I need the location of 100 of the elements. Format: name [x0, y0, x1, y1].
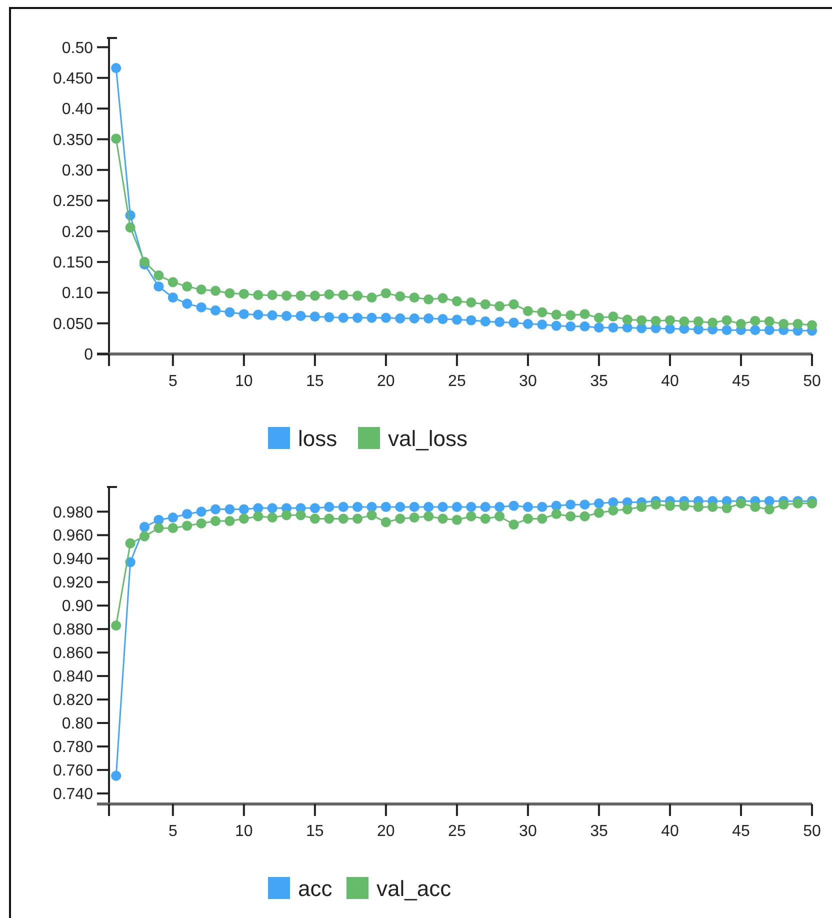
point — [580, 309, 590, 320]
point — [111, 620, 122, 631]
point — [508, 318, 519, 328]
x-tick-label: 45 — [732, 823, 750, 840]
y-tick-label: 0 — [84, 346, 94, 364]
point — [409, 502, 420, 512]
point — [551, 508, 562, 520]
point — [580, 321, 590, 332]
y-tick-label: 0.860 — [52, 645, 94, 662]
point — [566, 310, 576, 320]
x-tick-label: 35 — [590, 373, 608, 390]
point — [224, 307, 235, 318]
point — [608, 322, 618, 333]
point — [224, 516, 235, 526]
point — [125, 538, 136, 548]
point — [792, 318, 803, 329]
point — [409, 512, 420, 523]
point — [395, 502, 406, 512]
point — [424, 511, 434, 522]
point — [196, 302, 206, 312]
point — [424, 313, 434, 324]
point — [480, 316, 490, 327]
point — [522, 306, 534, 316]
point — [281, 510, 292, 520]
point — [366, 510, 377, 520]
point — [551, 310, 562, 320]
point — [210, 504, 221, 514]
point — [580, 500, 590, 510]
point — [424, 294, 434, 304]
point — [622, 314, 632, 325]
point — [111, 63, 122, 74]
point — [196, 284, 206, 295]
point — [324, 312, 334, 322]
point — [324, 502, 334, 512]
point — [708, 502, 718, 512]
point — [281, 310, 292, 321]
point — [537, 307, 548, 318]
point — [693, 316, 704, 327]
y-tick-label: 0.940 — [52, 551, 94, 568]
point — [494, 502, 505, 512]
point — [764, 504, 774, 514]
y-tick-label: 0.960 — [52, 528, 94, 545]
point — [238, 504, 249, 514]
point — [806, 320, 818, 330]
point — [324, 289, 334, 300]
x-tick-label: 25 — [448, 373, 466, 390]
point — [494, 301, 505, 312]
y-tick-label: 0.40 — [62, 101, 94, 118]
point — [480, 502, 490, 512]
point — [537, 502, 548, 512]
point — [722, 325, 732, 336]
x-tick-label: 20 — [377, 373, 395, 390]
y-tick-label: 0.050 — [52, 316, 94, 333]
point — [352, 312, 363, 323]
point — [566, 321, 576, 332]
point — [522, 502, 534, 512]
point — [111, 770, 122, 781]
point — [296, 510, 306, 520]
point — [310, 290, 320, 301]
point — [664, 324, 676, 334]
point — [480, 299, 490, 310]
point — [139, 531, 150, 542]
point — [480, 514, 490, 524]
point — [267, 503, 278, 514]
y-tick-label: 0.10 — [62, 285, 94, 302]
point — [238, 288, 249, 299]
point — [622, 504, 632, 514]
point — [296, 290, 306, 301]
point — [608, 505, 618, 516]
point — [310, 503, 320, 514]
x-tick-label: 10 — [235, 373, 253, 390]
y-tick-label: 0.740 — [52, 786, 94, 804]
point — [253, 290, 264, 300]
point — [438, 314, 448, 324]
point — [196, 506, 206, 517]
point — [594, 508, 604, 518]
point — [608, 497, 618, 508]
point — [566, 500, 576, 510]
point — [452, 314, 462, 325]
y-tick-label: 0.350 — [52, 132, 94, 149]
point — [338, 502, 348, 512]
point — [452, 514, 462, 525]
point — [608, 312, 618, 322]
x-tick-label: 40 — [661, 823, 679, 840]
point — [168, 512, 178, 523]
point — [537, 514, 548, 524]
point — [409, 313, 420, 324]
point — [168, 292, 178, 303]
point — [722, 315, 732, 326]
point — [210, 516, 221, 526]
point — [650, 500, 661, 510]
point — [438, 293, 448, 304]
point — [664, 500, 676, 511]
point — [650, 316, 661, 326]
point — [452, 502, 462, 512]
point — [722, 503, 732, 514]
point — [224, 504, 235, 514]
point — [154, 270, 164, 280]
legend-label: val_loss — [388, 426, 468, 451]
point — [310, 514, 320, 524]
